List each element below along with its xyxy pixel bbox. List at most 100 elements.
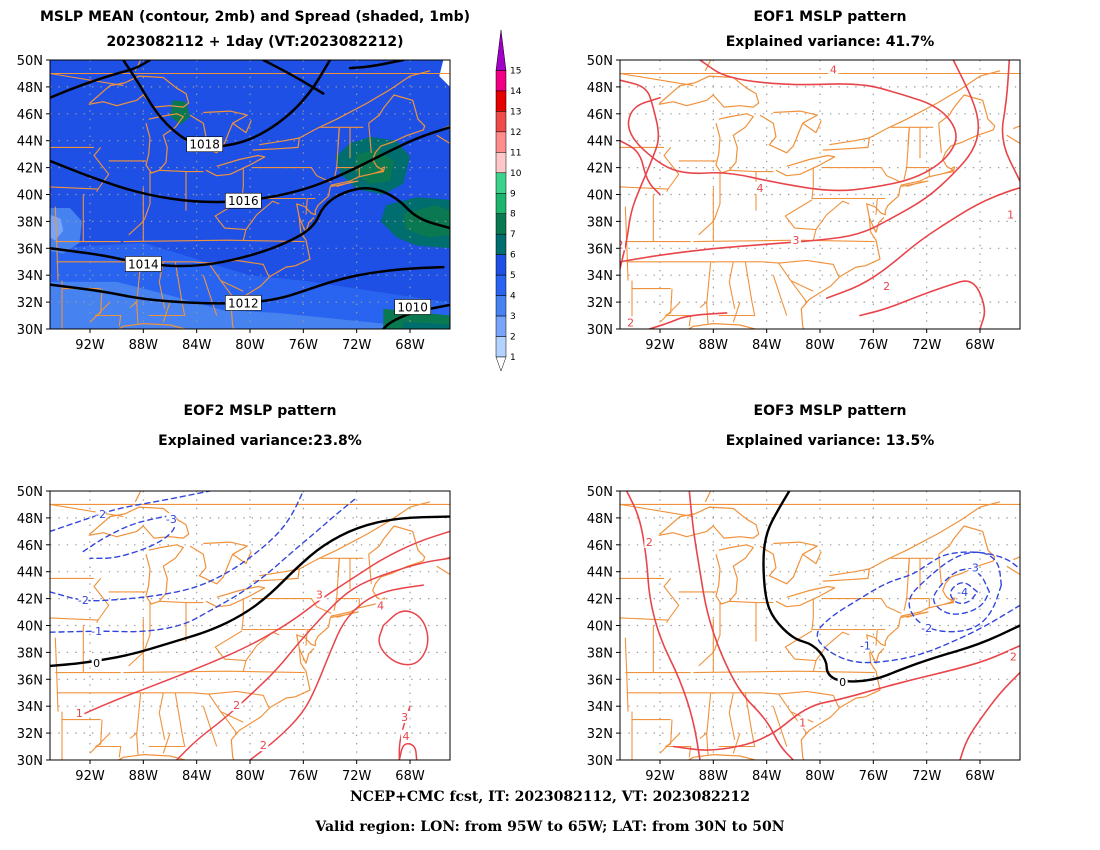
state-border (762, 259, 840, 277)
lon-tick-label: 92W (645, 338, 675, 353)
contour-label-box (225, 295, 262, 311)
state-border (906, 127, 910, 168)
colorbar-label: 3 (510, 312, 516, 322)
state-border (93, 147, 110, 193)
contour-label-gap (91, 657, 102, 670)
lat-tick-label: 30N (587, 754, 613, 769)
lon-tick-label: 76W (289, 769, 319, 784)
coastline (868, 647, 885, 664)
colorbar-swatch (495, 274, 507, 296)
lon-tick-label: 84W (752, 338, 782, 353)
coastline (1006, 556, 1020, 576)
lon-tick-label: 84W (182, 769, 212, 784)
lon-tick-label: 80W (235, 338, 265, 353)
state-border (162, 301, 171, 323)
coastline (299, 501, 431, 570)
panel3-eof-contours: -2 -3 -2 -1 0 1 2 2 3 4 3 4 (50, 491, 450, 760)
lon-tick-label: 68W (965, 769, 995, 784)
colorbar-swatch (495, 213, 507, 235)
contour-label-gap (401, 729, 411, 742)
mslp-contour (50, 126, 450, 204)
contour-label-gap (797, 716, 808, 729)
mslp-contour (348, 60, 405, 70)
eof-contour (82, 515, 176, 559)
lat-tick-label: 30N (17, 323, 43, 338)
state-border (772, 706, 788, 747)
contour-label-gap (957, 585, 968, 598)
lat-tick-label: 38N (587, 646, 613, 661)
coastline (117, 525, 426, 760)
contour-label-gap (860, 639, 871, 652)
eof-contour-zero (50, 515, 450, 668)
lon-tick-label: 72W (342, 769, 372, 784)
lat-tick-label: 46N (17, 539, 43, 554)
panel4-plot-area: 2 -3-4 -2 -1 0 1 2 (620, 491, 1020, 760)
lat-tick-label: 44N (587, 566, 613, 581)
lon-tick-label: 92W (75, 769, 105, 784)
contour-label: 1016 (228, 194, 259, 208)
coastline (252, 568, 300, 582)
state-border (822, 167, 902, 183)
lat-tick-label: 48N (17, 81, 43, 96)
coastline (869, 70, 1001, 139)
contour-label-gap (625, 316, 636, 329)
colorbar-label: 8 (510, 210, 516, 220)
panel1-plot-area: 1018 1016 1014 1012 1010 (50, 60, 450, 329)
state-border (50, 617, 99, 621)
lat-tick-label: 40N (587, 620, 613, 635)
lat-tick-label: 42N (587, 162, 613, 177)
state-border (903, 167, 930, 180)
contour-label-gap (95, 507, 106, 520)
state-border (729, 169, 774, 173)
state-border (698, 602, 721, 667)
state-border (624, 637, 629, 712)
contour-label-box (186, 136, 223, 153)
coastline (189, 541, 248, 585)
lat-tick-label: 48N (17, 512, 43, 527)
lat-tick-label: 34N (587, 700, 613, 715)
lat-tick-label: 42N (587, 593, 613, 608)
coastline (232, 120, 252, 134)
panel2-eof-contours: 4 4 3 2 2 1 2 (620, 60, 1020, 329)
state-border (50, 72, 124, 87)
coastline (331, 611, 359, 618)
coastline (436, 125, 450, 144)
state-border (732, 301, 741, 323)
state-border (174, 261, 186, 317)
lon-tick-label: 76W (859, 338, 889, 353)
lon-tick-label: 84W (182, 338, 212, 353)
mslp-contour (50, 60, 152, 99)
lat-tick-label: 32N (17, 296, 43, 311)
contour-label: 1 (1007, 209, 1014, 222)
lat-tick-label: 50N (17, 485, 43, 500)
panel3-subtitle: Explained variance:23.8% (158, 433, 362, 449)
panel1-title: MSLP MEAN (contour, 2mb) and Spread (sha… (40, 9, 470, 25)
eof-contour (75, 530, 450, 718)
colorbar-label: 15 (510, 66, 521, 76)
state-border (663, 147, 680, 193)
coastline (715, 113, 754, 174)
contour-label: 3 (793, 234, 800, 247)
footer-line1: NCEP+CMC fcst, IT: 2023082112, VT: 20230… (349, 789, 751, 805)
panel2-map: 4 4 3 2 2 1 2 50N 48N 46N 44N 42N 40N 38N 36N 34N 32N 30N… (587, 54, 1021, 353)
eof-contour (620, 60, 980, 263)
coastline (298, 647, 315, 664)
coastline (331, 180, 359, 187)
contour-label: -2 (921, 622, 932, 635)
eof-contour (175, 557, 450, 760)
state-border (938, 554, 942, 584)
state-border (220, 280, 244, 292)
colorbar-label: 2 (510, 333, 516, 343)
colorbar-label: 5 (510, 271, 516, 281)
contour-label: 4 (830, 63, 837, 76)
coastline (134, 491, 142, 503)
panel2-title: EOF1 MSLP pattern (753, 9, 907, 25)
state-border (659, 732, 681, 754)
contour-label-gap (968, 561, 979, 574)
coastline (704, 491, 712, 503)
lat-tick-label: 30N (587, 323, 613, 338)
eof-contour (859, 280, 986, 329)
contour-label-gap (78, 593, 89, 606)
lon-tick-label: 88W (129, 769, 159, 784)
